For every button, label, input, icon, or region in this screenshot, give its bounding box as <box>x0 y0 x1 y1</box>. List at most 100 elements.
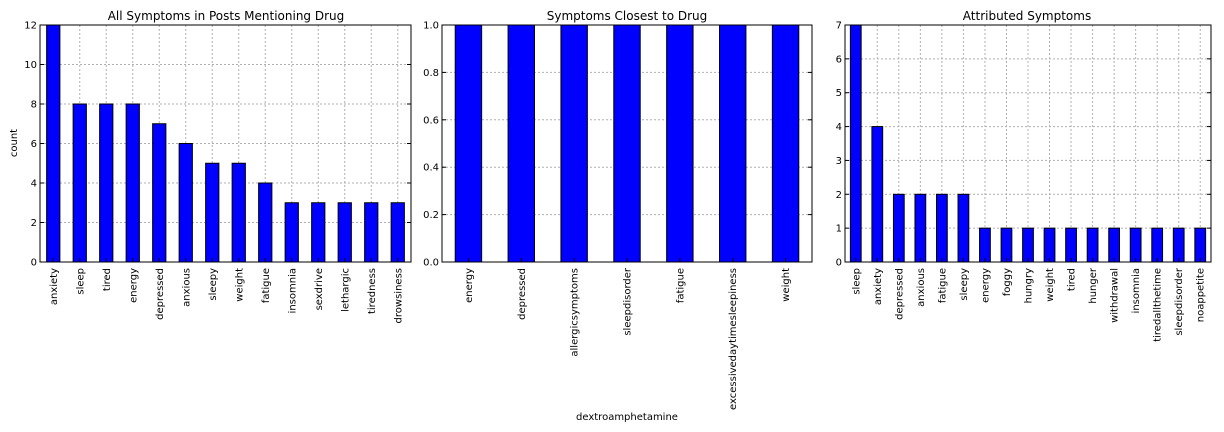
bar-weight <box>771 24 800 263</box>
y-tick-label: 7 <box>836 21 842 32</box>
bar-fatigue <box>936 193 948 263</box>
x-tick-label: anxious <box>181 268 192 307</box>
bar-anxious <box>178 143 193 263</box>
bar-anxiety <box>46 24 61 263</box>
x-tick-label: hunger <box>1088 267 1099 304</box>
x-tick-label: depressed <box>517 268 528 320</box>
x-tick-label: fatigue <box>675 268 686 303</box>
x-tick-label: fatigue <box>937 268 948 303</box>
x-tick-label: sleepdisorder <box>623 267 634 336</box>
x-tick-label: tiredallthetime <box>1153 268 1164 342</box>
chart-panel-all-symptoms: All Symptoms in Posts Mentioning Drug co… <box>9 9 412 323</box>
x-tick-label: allergicsymptoms <box>570 268 581 357</box>
x-tick-label: weight <box>781 268 792 302</box>
x-tick-label: sleepdisorder <box>1174 267 1185 336</box>
plot-frame <box>441 24 813 263</box>
y-tick-label: 6 <box>836 54 842 65</box>
x-tick-label: sleep <box>75 268 86 295</box>
x-tick-label: tired <box>1067 268 1078 291</box>
x-tick-label: sleep <box>851 268 862 295</box>
bar-tired <box>99 103 114 263</box>
y-ticks: 0 2 4 6 8 10 12 <box>24 21 411 269</box>
bar-sleepdisorder <box>613 24 641 263</box>
plot-frame <box>39 24 412 263</box>
y-tick-label: 4 <box>836 122 842 133</box>
x-tick-label: tiredness <box>367 268 378 314</box>
y-tick-label: 5 <box>836 88 842 99</box>
y-tick-label: 2 <box>836 190 842 201</box>
bar-weight <box>231 162 246 263</box>
x-tick-label: drowsiness <box>393 268 404 323</box>
y-tick-label: 2 <box>31 218 37 229</box>
y-tick-label: 0 <box>31 258 37 269</box>
bar-depressed <box>152 123 167 263</box>
bar-sleepdisorder <box>1172 227 1185 263</box>
x-axis-label: dextroamphetamine <box>576 412 678 423</box>
bar-energy <box>979 227 991 263</box>
x-tick-label: tired <box>102 268 113 291</box>
bar-insomnia <box>284 202 299 263</box>
bar-depressed <box>892 193 905 263</box>
x-tick-label: anxiety <box>49 268 60 305</box>
x-tick-label: sexdrive <box>314 268 325 310</box>
x-tick-label: weight <box>1045 268 1056 302</box>
x-tick-label: energy <box>980 268 991 303</box>
x-tick-label: sleepy <box>959 268 970 301</box>
y-tick-label: 10 <box>24 60 37 71</box>
bar-sleepy <box>205 162 220 263</box>
x-tick-label: depressed <box>155 268 166 320</box>
bar-tired <box>1065 227 1077 263</box>
x-tick-label: sleepy <box>208 268 219 301</box>
x-ticks: anxiety sleep tired energy depressed anxious s… <box>49 258 404 323</box>
plot-frame <box>844 24 1212 263</box>
bar-lethargic <box>337 202 352 263</box>
bar-tiredallthetime <box>1151 227 1164 263</box>
y-tick-label: 1 <box>836 224 842 235</box>
y-tick-label: 1.0 <box>423 21 439 32</box>
x-tick-label: energy <box>464 268 475 303</box>
y-ticks: 0 1 2 3 4 5 6 7 <box>836 21 1211 269</box>
bar-hunger <box>1086 227 1099 263</box>
chart-title: All Symptoms in Posts Mentioning Drug <box>108 9 345 23</box>
chart-panel-attributed-symptoms: Attributed Symptoms 0 1 2 3 4 5 6 7 sleep anxiet… <box>836 9 1212 342</box>
x-tick-label: insomnia <box>287 268 298 313</box>
x-tick-label: depressed <box>894 268 905 320</box>
bar-withdrawal <box>1108 227 1121 263</box>
bar-sleepy <box>957 193 970 263</box>
bar-allergicsymptoms <box>560 24 588 263</box>
bar-energy <box>454 24 483 263</box>
bar-energy <box>125 103 140 263</box>
x-ticks: energy depressed allergicsymptoms sleepdiso… <box>464 258 792 410</box>
bar-insomnia <box>1129 227 1142 263</box>
bar-tiredness <box>364 202 379 263</box>
bar-drowsiness <box>390 202 405 263</box>
bar-anxiety <box>871 126 884 263</box>
bar-noappetite <box>1194 227 1207 263</box>
chart-panel-closest-symptoms: Symptoms Closest to Drug dextroamphetami… <box>423 9 813 423</box>
x-tick-label: fatigue <box>261 268 272 303</box>
y-tick-label: 0.4 <box>423 163 439 174</box>
y-tick-label: 8 <box>31 100 37 111</box>
y-tick-label: 0.0 <box>423 258 439 269</box>
x-tick-label: excessivedaytimesleepiness <box>728 268 739 410</box>
y-tick-label: 3 <box>836 156 842 167</box>
bar-sleep <box>72 103 87 263</box>
x-tick-label: lethargic <box>340 268 351 312</box>
bar-sleep <box>849 24 862 263</box>
grid-lines <box>40 25 411 262</box>
y-tick-label: 0 <box>836 258 842 269</box>
x-tick-label: anxious <box>916 268 927 307</box>
bar-excessivedaytimesleepiness <box>719 24 747 263</box>
chart-title: Symptoms Closest to Drug <box>547 9 708 23</box>
x-tick-label: withdrawal <box>1110 268 1121 323</box>
bar-fatigue <box>258 182 273 263</box>
y-axis-label: count <box>9 129 20 157</box>
bar-sexdrive <box>311 202 326 263</box>
bar-depressed <box>507 24 536 263</box>
x-tick-label: energy <box>128 268 139 303</box>
bar-fatigue <box>666 24 694 263</box>
x-tick-label: anxiety <box>873 268 884 305</box>
bar-hungry <box>1022 227 1034 263</box>
x-tick-label: noappetite <box>1196 268 1207 322</box>
